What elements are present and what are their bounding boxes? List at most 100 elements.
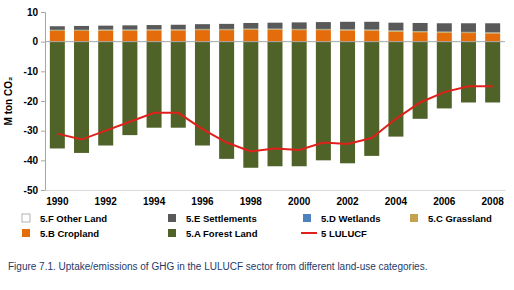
x-tick-label: 2004 xyxy=(385,196,408,207)
bar xyxy=(219,30,234,42)
line xyxy=(57,86,492,151)
bar xyxy=(485,32,500,34)
y-tick-mark xyxy=(41,12,45,13)
legend-item: 5.F Other Land xyxy=(22,213,107,224)
bar xyxy=(485,23,500,32)
legend-item: 5.D Wetlands xyxy=(303,213,380,224)
bar xyxy=(122,31,137,42)
bar xyxy=(74,26,89,30)
y-tick-label: -10 xyxy=(24,66,39,77)
bar xyxy=(437,31,452,33)
bar xyxy=(171,29,186,31)
x-tick-label: 2002 xyxy=(336,196,359,207)
x-tick: 1990 xyxy=(46,190,69,207)
y-tick-mark xyxy=(41,131,45,132)
bar-series xyxy=(50,30,500,42)
legend-label: 5.C Grassland xyxy=(428,213,492,224)
x-tick: 2002 xyxy=(336,190,359,207)
legend-swatch xyxy=(22,214,30,222)
bar xyxy=(364,29,379,31)
bar xyxy=(292,22,307,29)
x-axis: 1990199219941996199820002002200420062008 xyxy=(46,190,506,207)
bar xyxy=(243,23,258,29)
legend: 5.F Other Land 5.E Settlements 5.D Wetland… xyxy=(22,213,492,239)
bar xyxy=(461,42,476,103)
x-tick-label: 1996 xyxy=(191,196,214,207)
bar xyxy=(98,31,113,42)
x-tick-label: 2000 xyxy=(288,196,311,207)
bar-series xyxy=(50,42,500,168)
x-tick: 1992 xyxy=(95,190,118,207)
bar xyxy=(122,29,137,31)
y-tick: 0 xyxy=(32,36,45,47)
x-tick-label: 2006 xyxy=(433,196,456,207)
bar xyxy=(195,29,210,31)
bar xyxy=(268,30,283,42)
legend-swatch xyxy=(22,229,30,237)
legend-item: 5.A Forest Land xyxy=(168,228,258,239)
y-tick-label: 10 xyxy=(27,7,39,18)
bar xyxy=(437,42,452,109)
y-tick-mark xyxy=(41,160,45,161)
y-tick: -20 xyxy=(24,96,45,107)
plot-area xyxy=(50,22,500,168)
bar-series xyxy=(50,29,500,33)
bar xyxy=(340,22,355,29)
bar xyxy=(413,23,428,31)
bar xyxy=(98,29,113,31)
legend-label: 5.D Wetlands xyxy=(321,213,380,224)
zero-line xyxy=(45,41,505,42)
bar xyxy=(316,29,331,31)
bar xyxy=(461,23,476,32)
y-tick-mark xyxy=(41,190,45,191)
bar xyxy=(147,29,162,31)
y-tick-label: -20 xyxy=(24,96,39,107)
x-axis-line xyxy=(46,190,506,191)
y-tick-mark xyxy=(41,71,45,72)
bar xyxy=(340,29,355,31)
x-tick: 1996 xyxy=(191,190,214,207)
legend-label: 5.E Settlements xyxy=(186,213,257,224)
y-tick: -10 xyxy=(24,66,45,77)
legend-swatch xyxy=(168,229,176,237)
bar xyxy=(219,29,234,31)
y-tick: -50 xyxy=(24,185,45,196)
legend-item: 5.C Grassland xyxy=(410,213,492,224)
legend-swatch xyxy=(301,232,317,234)
bar xyxy=(268,23,283,29)
x-tick-label: 1990 xyxy=(46,196,69,207)
bar xyxy=(50,31,65,42)
bar xyxy=(219,24,234,29)
legend-swatch xyxy=(303,214,311,222)
legend-swatch xyxy=(410,214,418,222)
bar xyxy=(50,30,65,32)
bar xyxy=(413,42,428,119)
bar xyxy=(195,30,210,42)
bar xyxy=(147,25,162,29)
x-tick: 1998 xyxy=(240,190,263,207)
x-tick: 2008 xyxy=(482,190,505,207)
bar xyxy=(485,42,500,103)
bar xyxy=(268,28,283,30)
bar xyxy=(364,22,379,30)
legend-label: 5.B Cropland xyxy=(40,228,99,239)
bar xyxy=(388,30,403,32)
y-axis: -50-40-30-20-10010 xyxy=(24,7,46,196)
bar xyxy=(98,26,113,30)
y-tick-mark xyxy=(41,42,45,43)
x-tick-label: 2008 xyxy=(482,196,505,207)
bar xyxy=(364,31,379,42)
y-axis-line xyxy=(41,13,46,191)
y-tick-label: -30 xyxy=(24,125,39,136)
legend-label: 5.F Other Land xyxy=(40,213,107,224)
x-tick: 2000 xyxy=(288,190,311,207)
bar xyxy=(74,30,89,32)
bar xyxy=(437,23,452,31)
bar xyxy=(243,30,258,42)
bar xyxy=(122,25,137,29)
bar xyxy=(388,32,403,42)
bar xyxy=(50,42,65,149)
bar xyxy=(147,30,162,41)
y-axis-title: M ton CO₂ xyxy=(3,77,14,126)
bar xyxy=(219,42,234,159)
